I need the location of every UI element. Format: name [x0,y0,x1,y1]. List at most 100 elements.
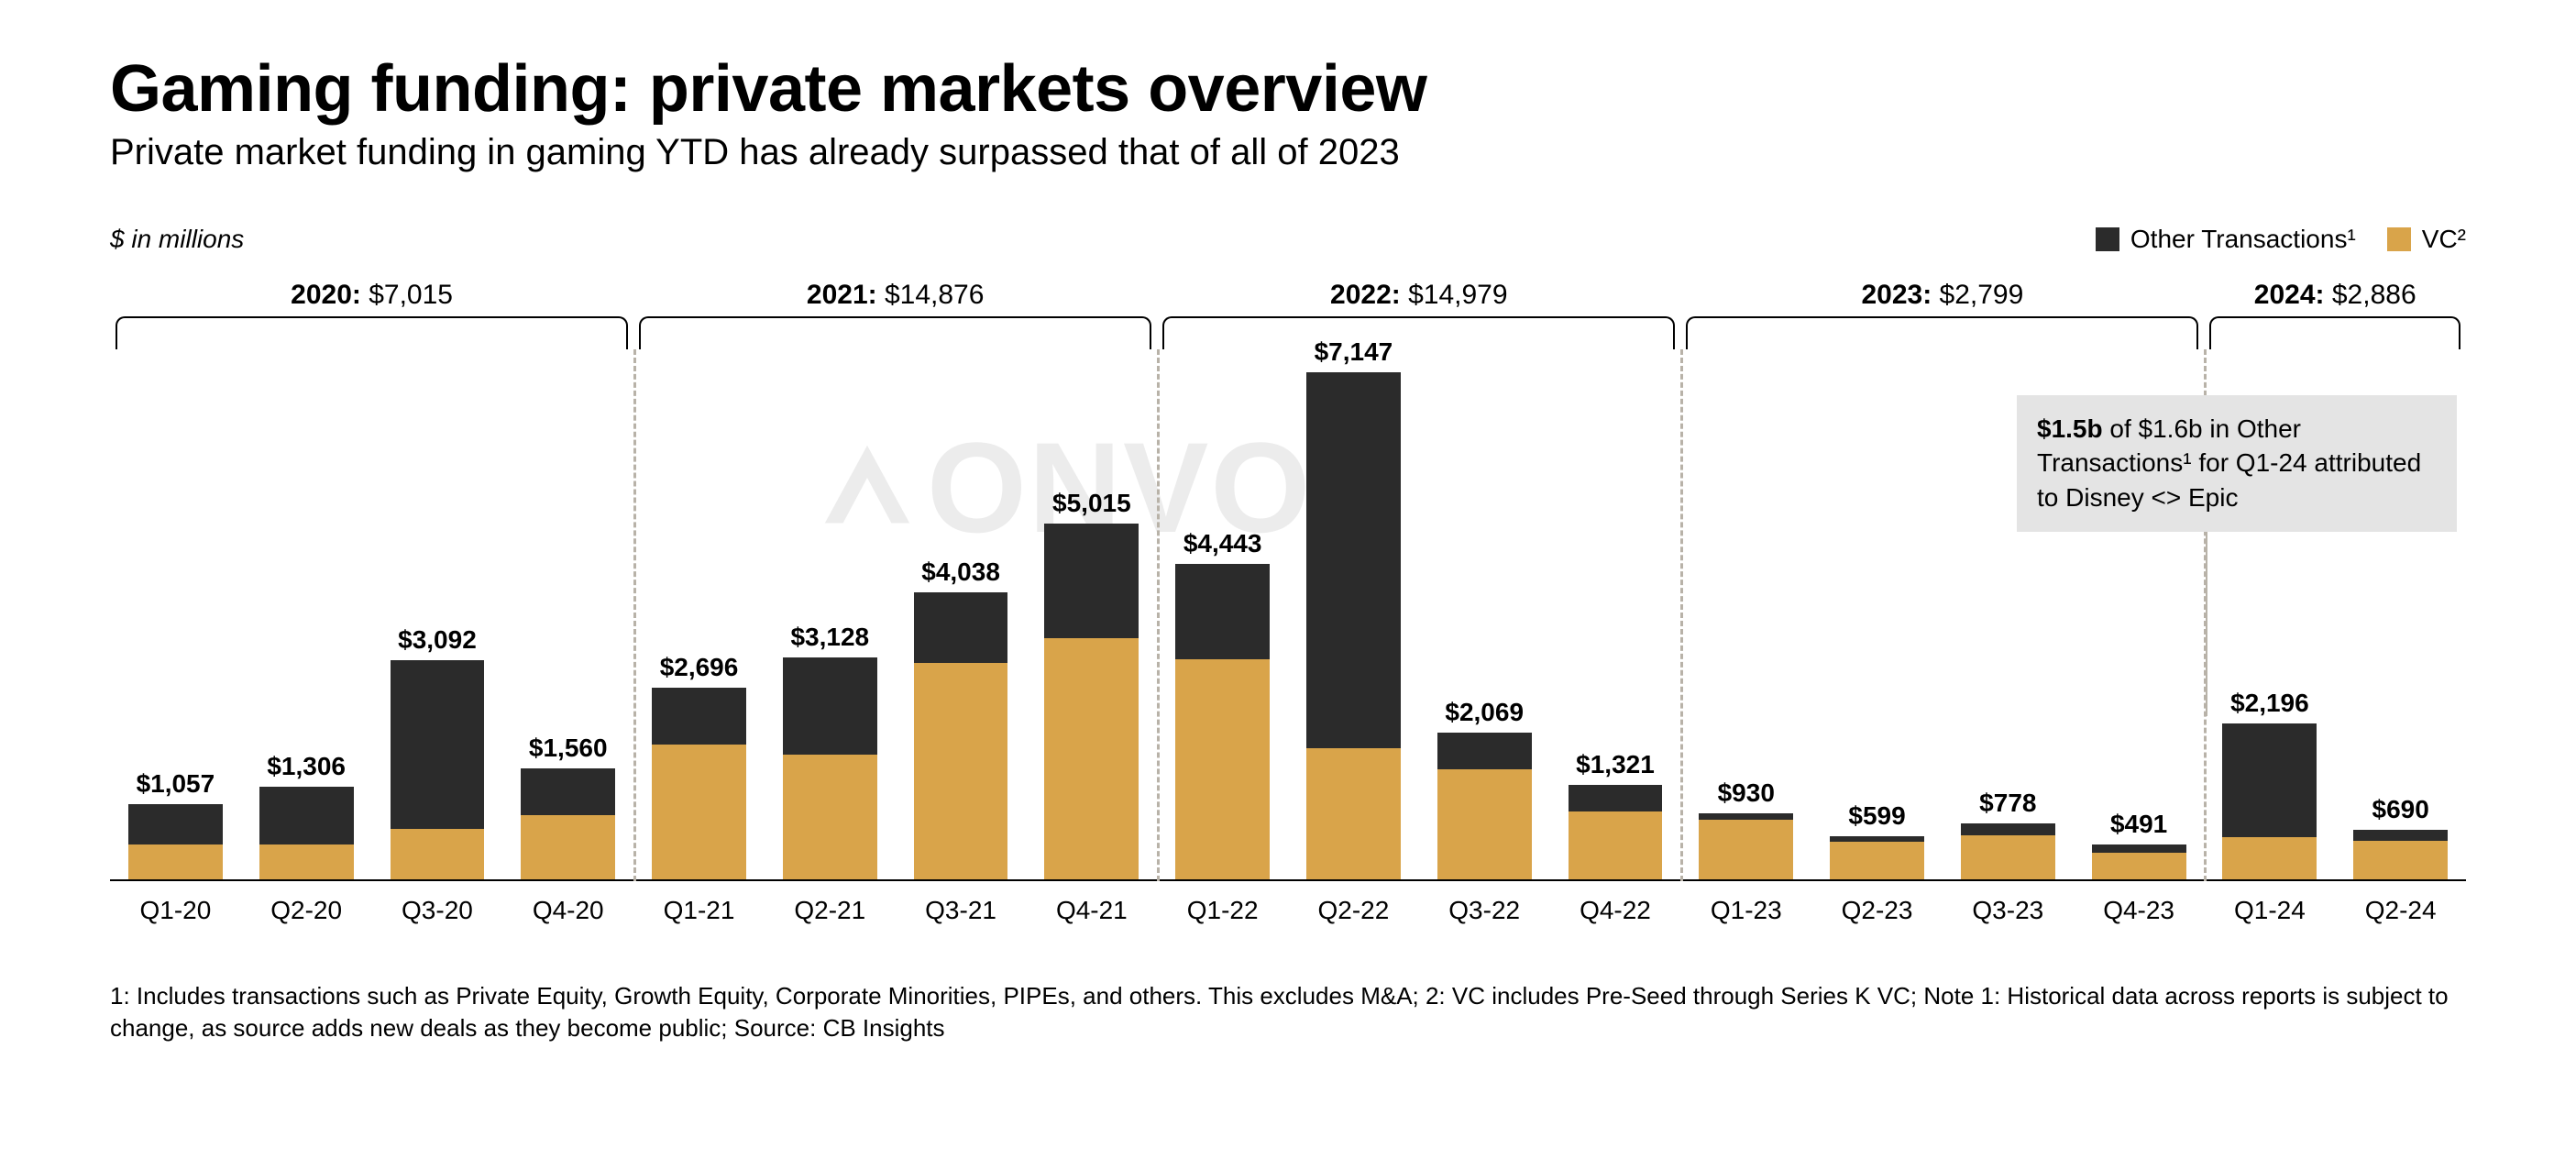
category-label: Q3-23 [1943,896,2074,925]
bar-column: $1,057 [110,349,241,879]
legend-label-other: Other Transactions¹ [2130,225,2356,254]
bar-stack [1961,823,2055,878]
year-bracket [639,316,1151,349]
category-label: Q1-21 [633,896,765,925]
bar-column: $2,696 [633,349,765,879]
bar-total-label: $7,147 [1315,337,1393,367]
category-label: Q3-21 [896,896,1027,925]
bar-stack [521,768,615,879]
bar-column: $4,443 [1157,349,1288,879]
bar-segment-other [1569,785,1663,811]
category-label: Q2-20 [241,896,372,925]
bar-stack [652,688,746,878]
year-group: 2021: $14,876 [633,280,1157,349]
bar-segment-vc [652,745,746,879]
bar-stack [1044,524,1139,879]
year-label: 2022: $14,979 [1157,280,1680,316]
bar-segment-other [783,657,877,756]
bar-total-label: $491 [2110,810,2167,839]
bar-stack [1175,564,1270,879]
bar-segment-vc [1044,638,1139,879]
bar-stack [2353,830,2448,878]
bar-stack [2222,723,2317,879]
bar-total-label: $4,038 [921,557,1000,587]
bar-segment-vc [521,815,615,879]
bar-total-label: $2,196 [2230,689,2309,718]
bar-segment-other [1961,823,2055,834]
bar-segment-other [128,804,223,845]
category-label: Q2-24 [2335,896,2466,925]
year-label: 2020: $7,015 [110,280,633,316]
category-label: Q4-20 [502,896,633,925]
callout-box: $1.5b of $1.6b in Other Transactions¹ fo… [2017,395,2457,532]
bar-total-label: $1,560 [529,734,608,763]
bar-segment-vc [1437,769,1532,879]
bar-segment-vc [783,755,877,878]
bar-column: $4,038 [896,349,1027,879]
bar-segment-vc [2353,841,2448,879]
bar-stack [2092,844,2186,879]
bar-stack [783,657,877,879]
bar-column: $1,321 [1550,349,1681,879]
bar-column: $7,147 [1288,349,1419,879]
year-group: 2020: $7,015 [110,280,633,349]
bar-segment-other [652,688,746,745]
bar-segment-vc [1699,820,1793,878]
bar-stack [391,660,485,879]
bar-stack [259,787,354,879]
bar-segment-vc [2222,837,2317,879]
bar-segment-vc [1961,835,2055,879]
category-label: Q1-20 [110,896,241,925]
bar-column: $2,069 [1419,349,1550,879]
category-axis: Q1-20Q2-20Q3-20Q4-20Q1-21Q2-21Q3-21Q4-21… [110,896,2466,925]
legend: Other Transactions¹ VC² [2096,225,2466,254]
year-bracket [116,316,628,349]
year-label: 2023: $2,799 [1680,280,2204,316]
bar-column: $3,092 [372,349,503,879]
year-bracket [1162,316,1675,349]
bar-stack [1437,733,1532,879]
bar-segment-other [1437,733,1532,769]
category-label: Q1-24 [2205,896,2336,925]
bar-segment-vc [914,663,1008,879]
bar-segment-other [2092,844,2186,853]
bar-segment-other [259,787,354,845]
bar-segment-other [1306,372,1401,748]
year-label: 2021: $14,876 [633,280,1157,316]
bar-segment-vc [128,844,223,878]
bar-column: $930 [1680,349,1811,879]
category-label: Q4-22 [1550,896,1681,925]
bar-total-label: $4,443 [1183,529,1262,558]
category-label: Q2-23 [1811,896,1943,925]
chart: 2020: $7,0152021: $14,8762022: $14,97920… [110,280,2466,925]
bar-total-label: $930 [1718,778,1775,808]
category-label: Q3-22 [1419,896,1550,925]
bar-total-label: $1,321 [1576,750,1655,779]
year-bracket [1686,316,2198,349]
bar-segment-vc [2092,853,2186,879]
legend-swatch-other [2096,227,2119,251]
legend-item-other: Other Transactions¹ [2096,225,2356,254]
legend-item-vc: VC² [2387,225,2466,254]
bar-segment-vc [259,844,354,878]
bar-total-label: $2,696 [660,653,739,682]
bar-segment-other [1175,564,1270,659]
page-subtitle: Private market funding in gaming YTD has… [110,132,2466,173]
bar-stack [1699,813,1793,879]
year-group: 2022: $14,979 [1157,280,1680,349]
bar-segment-vc [1175,659,1270,879]
bar-segment-vc [1569,811,1663,878]
bar-column: $5,015 [1026,349,1157,879]
year-bracket-row: 2020: $7,0152021: $14,8762022: $14,97920… [110,280,2466,349]
bar-segment-other [391,660,485,830]
bar-total-label: $690 [2372,795,2429,824]
page-title: Gaming funding: private markets overview [110,55,2466,125]
bar-column: $599 [1811,349,1943,879]
bar-segment-other [2222,723,2317,837]
bar-total-label: $2,069 [1445,698,1524,727]
chart-header-row: $ in millions Other Transactions¹ VC² [110,225,2466,254]
year-label: 2024: $2,886 [2204,280,2466,316]
bar-total-label: $3,092 [398,625,477,655]
bar-segment-vc [1306,748,1401,879]
bar-segment-other [1044,524,1139,638]
